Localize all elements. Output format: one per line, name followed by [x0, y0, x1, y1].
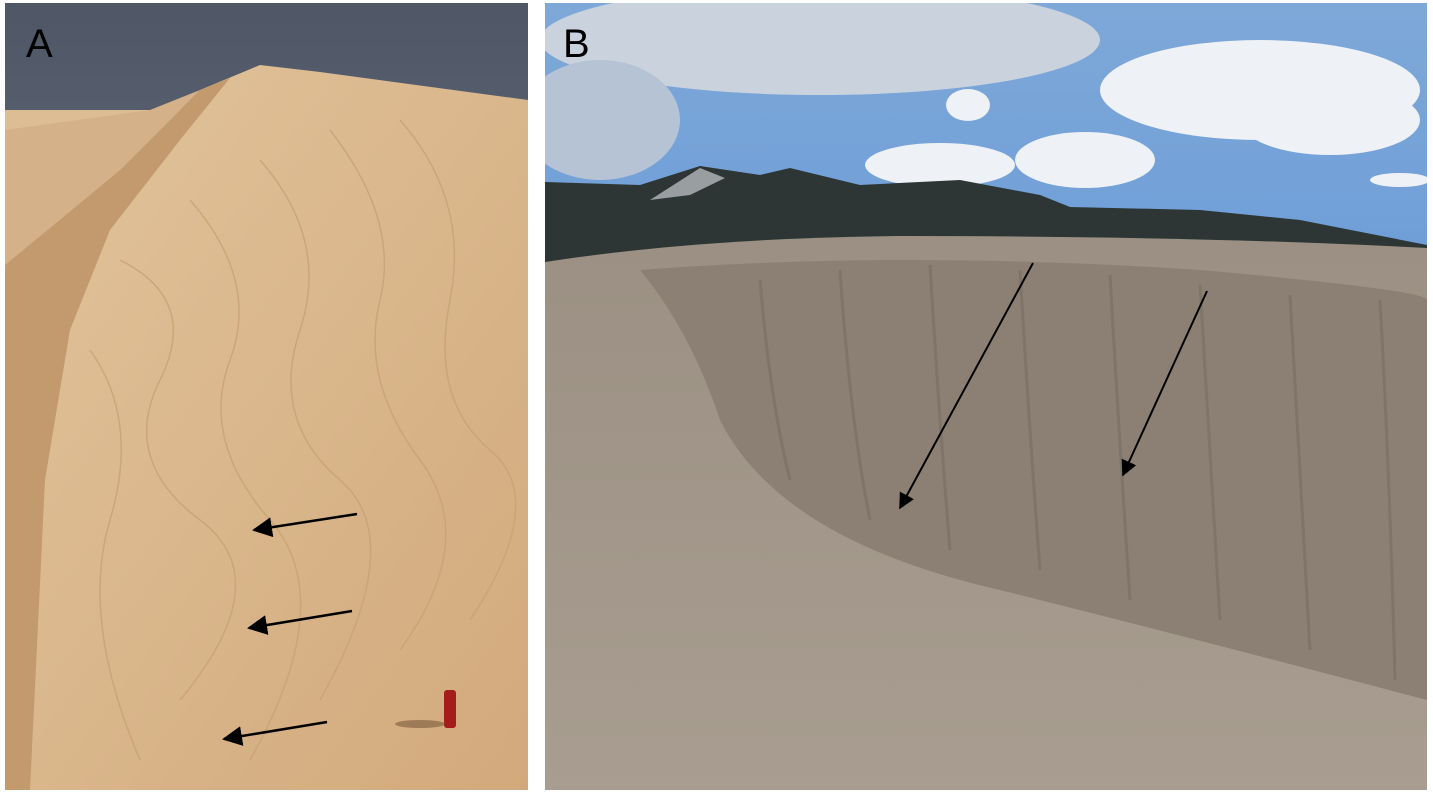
panel-label: A — [26, 22, 53, 66]
photo-a — [5, 3, 528, 790]
red-can — [444, 690, 456, 728]
figure: A B — [0, 0, 1433, 792]
panel-label: B — [563, 22, 590, 66]
photo-b — [520, 0, 1430, 790]
can-shadow — [395, 720, 445, 728]
